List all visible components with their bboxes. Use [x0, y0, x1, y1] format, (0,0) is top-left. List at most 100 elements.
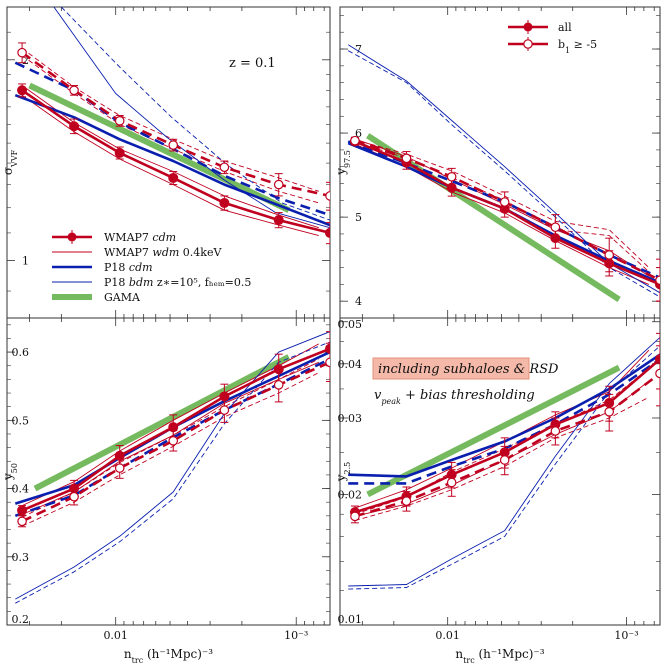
data-point-open	[550, 222, 561, 233]
series-line-p18_cdm	[14, 93, 330, 227]
y-tick-label: 0.05	[338, 318, 363, 331]
legend-marker	[67, 232, 77, 242]
series-line-wmap_cdm	[354, 358, 660, 514]
data-point-open	[446, 171, 457, 182]
series-group	[347, 44, 660, 303]
data-point-filled	[168, 172, 179, 183]
y-axis-label: σVVF	[1, 149, 19, 175]
data-point-open	[446, 477, 457, 488]
x-tick-label: 10⁻³	[284, 629, 308, 642]
series-line-gama	[366, 364, 621, 498]
panel-3: 0.01 10⁻³ 0.2 0.3 0.4 0.5 0.6	[6, 317, 331, 642]
data-point-open	[325, 357, 330, 368]
data-point-open	[114, 116, 125, 126]
series-group	[14, 7, 330, 245]
legend-label: WMAP7 wdm 0.4keV	[104, 246, 222, 259]
y-axis-label: y2.5	[334, 462, 352, 483]
panel-frame	[339, 317, 661, 626]
panel-frame	[6, 6, 331, 319]
y-tick-label: 0.3	[12, 551, 30, 564]
y-tick-label: 0.04	[338, 358, 363, 371]
series-line-p18_bdm	[348, 337, 660, 587]
data-point-open	[69, 85, 79, 96]
series-line-p18_bdm_dash	[348, 345, 660, 590]
data-point-open	[219, 405, 230, 415]
x-tick-label: 0.01	[435, 629, 460, 642]
data-point-filled	[273, 215, 284, 226]
panel-2: 4 5 6 7 all b1 ≥ -5	[339, 6, 661, 319]
data-point-open	[350, 135, 360, 146]
data-point-open	[325, 191, 330, 201]
y-tick-label: 6	[355, 127, 362, 140]
y-tick-label: 0.2	[12, 613, 30, 626]
data-point-open	[350, 511, 360, 522]
legend-label: b1 ≥ -5	[558, 38, 597, 55]
legend-label: all	[558, 21, 572, 34]
x-axis-label: ntrc (h⁻¹Mpc)⁻³	[455, 647, 544, 664]
x-tick-label: 10⁻³	[614, 629, 638, 642]
data-point-open	[273, 179, 284, 190]
data-point-open	[17, 516, 27, 527]
data-point-open	[550, 426, 561, 436]
series-group	[348, 332, 660, 590]
panel-1: 1 2 z = 0.1 WMAP7 cdm WMAP7 wdm 0.4keV P18 cd…	[6, 6, 331, 319]
legend-label: GAMA	[104, 291, 141, 304]
y-axis-label: y97.5	[334, 150, 352, 176]
series-line-gama	[28, 82, 291, 213]
data-point-open	[401, 496, 412, 506]
legend-marker	[523, 22, 533, 32]
data-point-filled	[219, 197, 230, 208]
y-tick-label: 0.01	[338, 613, 363, 626]
legend-label: P18 bdm z∗=10⁵, fₕₑₘ=0.5	[104, 276, 251, 289]
legend-label: P18 cdm	[104, 261, 153, 274]
data-point-filled	[69, 121, 80, 132]
data-point-open	[401, 153, 412, 164]
series-group	[14, 331, 330, 604]
data-point-open	[17, 47, 27, 58]
data-point-open	[168, 140, 179, 150]
series-line-p18_bdm_dash	[60, 7, 330, 221]
series-line-p18_bdm_dash	[347, 50, 660, 298]
legend-marker	[523, 39, 533, 49]
series-line-gama	[33, 354, 291, 492]
data-point-filled	[17, 85, 28, 96]
series-line-wmap_cdm_dash_thin	[21, 372, 320, 527]
x-tick-label: 0.01	[103, 629, 128, 642]
series-line-p18_bdm	[53, 7, 330, 229]
y-tick-label: 7	[355, 43, 362, 56]
x-axis-label: ntrc (h⁻¹Mpc)⁻³	[124, 647, 213, 664]
y-tick-label: 0.5	[12, 414, 30, 427]
data-point-open	[655, 275, 660, 285]
data-point-filled	[325, 227, 330, 238]
data-point-open	[604, 407, 615, 417]
series-line-p18_bdm	[15, 331, 330, 600]
data-point-filled	[17, 505, 28, 516]
y-tick-label: 0.6	[12, 346, 30, 359]
panel-frame	[6, 317, 331, 626]
data-point-filled	[114, 147, 125, 158]
y-tick-label: 0.4	[12, 483, 30, 496]
data-point-open	[114, 463, 125, 473]
data-point-open	[168, 435, 179, 446]
redshift-annotation: z = 0.1	[229, 56, 276, 71]
data-point-open	[604, 250, 615, 260]
legend-label: WMAP7 cdm	[104, 231, 176, 244]
note-text: vpeak + bias thresholding	[374, 388, 535, 406]
data-point-filled	[655, 354, 660, 365]
note-box-text: including subhaloes & RSD	[378, 362, 559, 377]
y-axis-label: y50	[1, 463, 19, 481]
data-point-open	[219, 162, 230, 173]
data-point-open	[273, 380, 284, 390]
y-tick-label: 0.02	[338, 488, 363, 501]
data-point-open	[655, 368, 660, 379]
data-point-open	[69, 491, 79, 502]
y-tick-label: 0.03	[338, 412, 363, 425]
y-tick-label: 4	[355, 295, 362, 308]
note-box	[372, 357, 530, 380]
y-tick-label: 1	[22, 255, 29, 268]
panel-4: 0.01 10⁻³ 0.01 0.02 0.03 0.04 0.05 including su…	[338, 317, 661, 642]
data-point-filled	[325, 343, 330, 354]
y-tick-label: 5	[355, 211, 362, 224]
data-point-open	[499, 455, 510, 465]
